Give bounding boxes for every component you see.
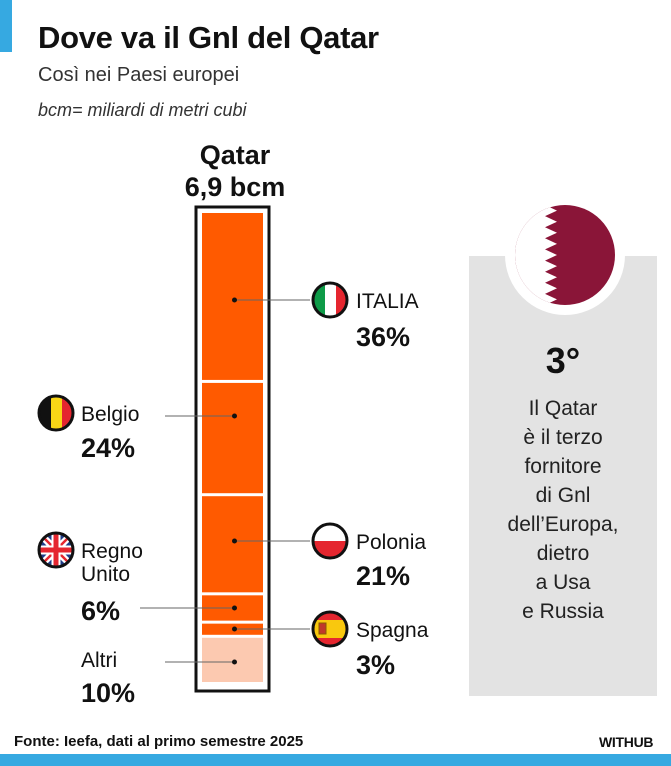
panel-line: Il Qatar [528,397,598,420]
accent-bar-top [0,0,12,52]
info-panel [469,256,657,696]
panel-line: dietro [536,542,590,565]
value-italia: 36% [356,322,411,352]
leader-dot-belgio [232,413,237,419]
unit-note: bcm= miliardi di metri cubi [38,100,247,120]
label-regno-unito: Regno Unito [81,540,143,586]
leader-dot-regno-unito [232,605,237,611]
column-label: Qatar [199,140,271,170]
leader-dot-italia [232,297,237,303]
label-italia: ITALIA [356,290,419,313]
page-title: Dove va il Gnl del Qatar [38,20,379,55]
source-note: Fonte: Ieefa, dati al primo semestre 202… [14,733,304,750]
qatar-flag-icon [505,195,625,315]
brand-logo: WITHUB [599,734,654,750]
leader-dot-spagna [232,626,237,632]
panel-line: dell’Europa, [507,513,619,536]
bar-segment-italia [202,213,263,380]
spain-flag-icon [311,610,349,648]
panel-line: di Gnl [535,484,591,507]
label-polonia: Polonia [356,531,427,554]
accent-bar-bottom [0,754,671,766]
leader-dot-altri [232,659,237,665]
bar-segment-altri [202,637,263,682]
value-polonia: 21% [356,561,411,591]
label-spagna: Spagna [356,619,429,642]
uk-flag-icon [37,531,75,569]
poland-flag-icon [311,522,349,560]
panel-line: a Usa [535,571,591,594]
value-belgio: 24% [81,433,136,463]
label-belgio: Belgio [81,403,140,426]
label-altri: Altri [81,649,118,672]
value-spagna: 3% [356,650,396,680]
column-total: 6,9 bcm [184,172,286,202]
belgium-flag-icon [37,394,75,432]
bar-segment-polonia [202,496,263,593]
panel-text: Il Qatar è il terzo fornitore di Gnl del… [469,394,657,626]
value-altri: 10% [81,678,136,708]
leader-lines [140,297,310,665]
italy-flag-icon [311,281,349,319]
panel-rank: 3° [545,340,581,381]
panel-line: è il terzo [523,426,603,449]
column-outline [194,205,271,693]
value-regno-unito: 6% [81,596,121,626]
page-subtitle: Così nei Paesi europei [38,64,240,86]
leader-dot-polonia [232,538,237,544]
bar-segment-belgio [202,382,263,494]
panel-line: e Russia [522,600,604,623]
panel-line: fornitore [524,455,602,478]
column-segments [202,213,263,682]
